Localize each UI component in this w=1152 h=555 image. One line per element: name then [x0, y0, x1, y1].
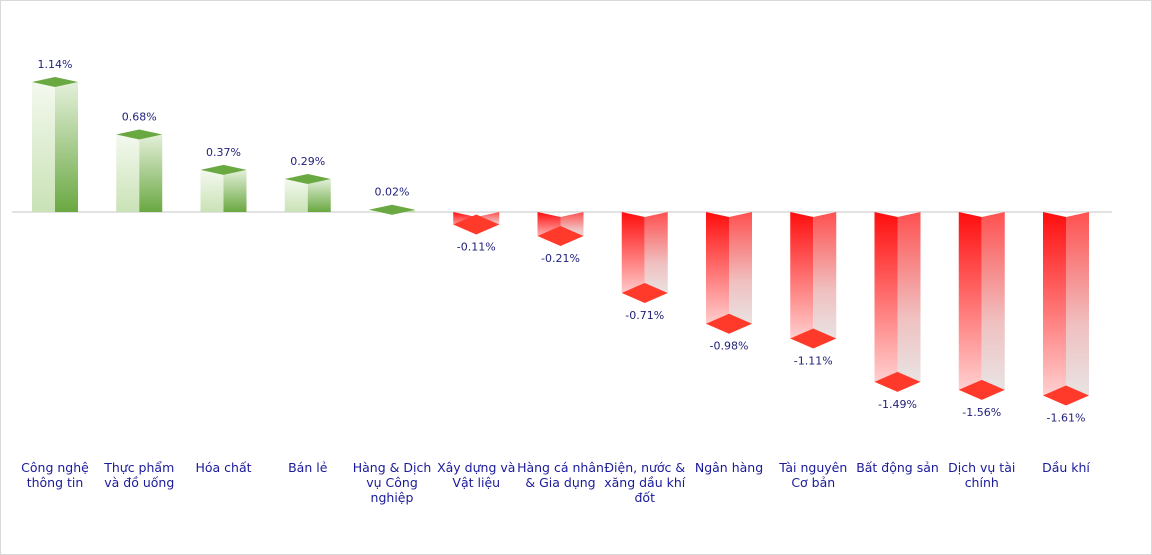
bar-front-face — [284, 178, 308, 212]
bar-side-face — [897, 212, 921, 387]
category-label: Ngân hàng — [695, 460, 763, 475]
data-label: -1.49% — [878, 398, 917, 411]
data-label: 0.68% — [122, 110, 157, 123]
bar-group: -0.11% Xây dựng và Vật liệu — [437, 212, 515, 490]
category-label-line: Dầu khí — [1042, 460, 1090, 475]
category-label-line: Thực phẩm — [103, 460, 174, 475]
bar-group: 0.37% Hóa chất — [195, 146, 251, 475]
category-label-line: nghiệp — [371, 490, 414, 505]
category-label: Thực phẩm và đồ uống — [103, 460, 174, 490]
category-label: Dịch vụ tài chính — [948, 460, 1015, 490]
bar-side-face — [223, 169, 247, 212]
bar-bottom-cap — [706, 313, 752, 334]
bar-front-face — [790, 212, 814, 344]
bar-top-cap — [32, 77, 78, 88]
category-label-line: Xây dựng và — [437, 460, 515, 475]
bar-group: 0.29% Bán lẻ — [284, 155, 331, 475]
bar-bottom-cap — [621, 282, 668, 303]
category-label-line: thông tin — [27, 475, 84, 490]
bar-side-face — [55, 82, 78, 212]
data-label: -1.61% — [1047, 412, 1086, 425]
bar-side-face — [813, 212, 837, 344]
bar-group: -0.21% Hàng cá nhân & Gia dụng — [517, 212, 604, 490]
category-label-line: đốt — [635, 490, 656, 505]
bar-top-cap — [369, 204, 415, 215]
bar-side-face — [644, 212, 668, 298]
bar-group: -1.11% Tài nguyên Cơ bản — [778, 212, 847, 490]
bar-top-cap — [200, 164, 247, 175]
category-label: Hóa chất — [195, 460, 251, 475]
category-label-line: Bán lẻ — [288, 460, 328, 475]
bar-group: -1.49% Bất động sản — [856, 212, 939, 475]
category-label-line: Hàng cá nhân — [517, 460, 604, 475]
category-label-line: Hóa chất — [195, 460, 251, 475]
bar-front-face — [874, 212, 898, 387]
data-label: -0.11% — [457, 241, 496, 254]
data-label: 0.29% — [290, 155, 325, 168]
category-label: Dầu khí — [1042, 460, 1090, 475]
data-label: 0.37% — [206, 146, 241, 159]
data-label: -1.11% — [794, 355, 833, 368]
category-label-line: xăng dầu khí — [604, 475, 686, 490]
bar-group: -1.61% Dầu khí — [1042, 212, 1090, 475]
bar-bottom-cap — [874, 371, 921, 392]
category-label-line: vụ Công — [366, 475, 418, 490]
category-label-line: Vật liệu — [452, 475, 500, 490]
bar-front-face — [958, 212, 982, 395]
category-label: Bán lẻ — [288, 460, 328, 475]
data-label: -1.56% — [962, 406, 1001, 419]
data-label: 1.14% — [38, 58, 73, 71]
bar-group: 1.14% Công nghệ thông tin — [21, 58, 89, 490]
category-label-line: Công nghệ — [21, 460, 89, 475]
category-label-line: và đồ uống — [104, 475, 174, 490]
bar-side-face — [139, 134, 163, 212]
category-label-line: Dịch vụ tài — [948, 460, 1015, 475]
bar-side-face — [729, 212, 752, 329]
bar-group: -0.71% Điện, nước & xăng dầu khí đốt — [604, 212, 686, 505]
bar-group: 0.68% Thực phẩm và đồ uống — [103, 110, 174, 490]
bar-front-face — [116, 134, 140, 212]
category-label-line: Cơ bản — [791, 475, 835, 490]
data-label: -0.71% — [625, 309, 664, 322]
bar-side-face — [1066, 212, 1089, 401]
bar-side-face — [307, 178, 331, 212]
category-label: Tài nguyên Cơ bản — [778, 460, 847, 490]
category-label-line: Tài nguyên — [778, 460, 847, 475]
bar-bottom-cap — [1043, 385, 1089, 406]
bar-bottom-cap — [453, 214, 500, 235]
data-label: 0.02% — [375, 186, 410, 199]
category-label: Công nghệ thông tin — [21, 460, 89, 490]
bar-front-face — [1043, 212, 1066, 401]
data-label: -0.98% — [710, 340, 749, 353]
category-label-line: Bất động sản — [856, 460, 939, 475]
category-label-line: Hàng & Dịch — [353, 460, 432, 475]
bar-bottom-cap — [958, 379, 1005, 400]
category-label: Hàng cá nhân & Gia dụng — [517, 460, 604, 490]
category-label: Hàng & Dịch vụ Công nghiệp — [353, 460, 432, 505]
bar-side-face — [981, 212, 1005, 395]
category-label: Bất động sản — [856, 460, 939, 475]
bar-group: 0.02% Hàng & Dịch vụ Công nghiệp — [353, 186, 432, 505]
bar-bottom-cap — [537, 225, 584, 246]
category-label: Điện, nước & xăng dầu khí đốt — [604, 460, 686, 505]
category-label-line: & Gia dụng — [525, 475, 595, 490]
data-label: -0.21% — [541, 252, 580, 265]
category-label: Xây dựng và Vật liệu — [437, 460, 515, 490]
category-label-line: Ngân hàng — [695, 460, 763, 475]
bar-front-face — [621, 212, 645, 298]
bar-front-face — [32, 82, 55, 212]
bar-bottom-cap — [790, 328, 837, 349]
bar-group: -1.56% Dịch vụ tài chính — [948, 212, 1015, 490]
bar-group: -0.98% Ngân hàng — [695, 212, 763, 475]
bar-front-face — [200, 169, 224, 212]
category-label-line: chính — [965, 475, 999, 490]
category-label-line: Điện, nước & — [604, 460, 685, 475]
bar-top-cap — [116, 129, 163, 140]
bar-top-cap — [284, 173, 331, 184]
bar-front-face — [706, 212, 729, 329]
